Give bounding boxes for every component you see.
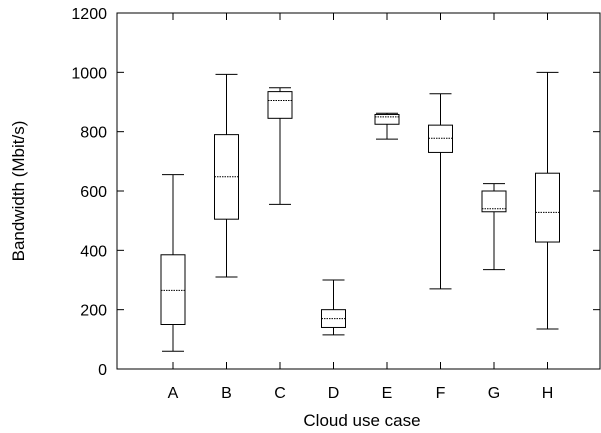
y-axis-label: Bandwidth (Mbit/s) [9, 121, 28, 262]
y-tick-label: 1200 [71, 6, 107, 23]
x-tick-label: A [168, 385, 179, 402]
y-tick-label: 200 [80, 303, 107, 320]
box-iqr [374, 113, 400, 125]
x-axis-ticks: A B C D E F G H [168, 13, 554, 402]
x-tick-label: H [542, 385, 554, 402]
x-axis-label: Cloud use case [303, 411, 420, 430]
box-D [321, 279, 346, 336]
box-series [160, 71, 560, 352]
x-tick-label: B [221, 385, 232, 402]
box-iqr [428, 124, 453, 153]
box-E [374, 112, 400, 140]
y-tick-label: 800 [80, 125, 107, 142]
box-iqr [160, 254, 186, 326]
y-tick-label: 400 [80, 243, 107, 260]
y-tick-label: 1000 [71, 65, 107, 82]
plot-frame [116, 12, 601, 370]
y-axis-ticks: 0 200 400 600 800 1000 1200 [71, 6, 600, 379]
y-tick-label: 600 [80, 184, 107, 201]
y-tick-label: 0 [98, 362, 107, 379]
x-tick-label: E [382, 385, 393, 402]
box-iqr [481, 190, 507, 213]
box-C [267, 87, 293, 205]
box-A [160, 174, 186, 352]
x-tick-label: G [488, 385, 500, 402]
box-G [481, 183, 507, 271]
box-F [428, 93, 453, 290]
x-tick-label: F [436, 385, 446, 402]
box-B [214, 73, 239, 278]
x-tick-label: D [328, 385, 340, 402]
box-iqr [267, 91, 293, 119]
x-tick-label: C [274, 385, 286, 402]
box-H [535, 71, 560, 330]
box-iqr [535, 172, 560, 243]
